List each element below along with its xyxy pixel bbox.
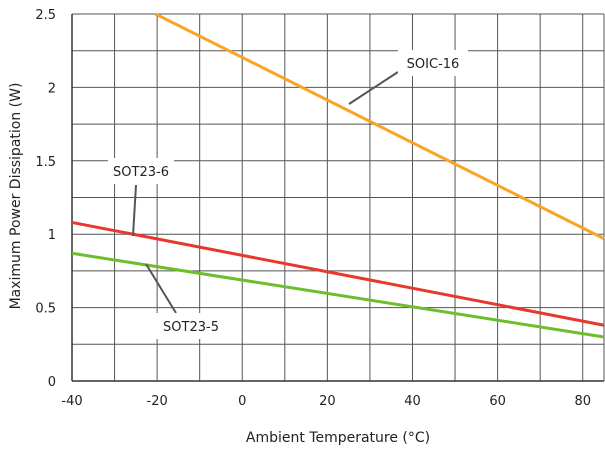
y-tick-label: 1.5 [35,155,56,170]
annotation-leader-sot23-5 [145,263,177,314]
x-tick-label: 80 [574,394,591,409]
series-line-sot23-6 [71,220,605,327]
annotation-label-sot23-5: SOT23-5 [163,320,219,335]
annotation-label-sot23-6: SOT23-6 [113,165,169,180]
x-tick-label: -40 [61,394,82,409]
series-line-soic-16 [154,12,605,240]
x-tick-label: 60 [489,394,506,409]
x-axis-label: Ambient Temperature (°C) [246,430,430,446]
y-axis-label: Maximum Power Dissipation (W) [8,83,24,310]
annotation-box-sot23-6 [108,158,174,184]
grid-lines [71,13,605,382]
y-tick-label: 1 [48,228,56,243]
y-tick-label: 2.5 [35,8,56,23]
annotation-box-sot23-5 [156,313,226,339]
annotation-soic-16: SOIC-16 [348,50,468,105]
annotation-label-soic-16: SOIC-16 [407,57,460,72]
annotations: SOIC-16 SOT23-6 SOT23-5 [108,50,468,339]
annotation-box-soic-16 [398,50,468,76]
series-line-sot23-5 [71,251,605,339]
x-tick-label: -20 [147,394,168,409]
y-tick-label: 0.5 [35,302,56,317]
x-tick-label: 20 [319,394,336,409]
x-tick-label: 40 [404,394,421,409]
x-tick-label: 0 [238,394,246,409]
tick-labels: -40 -20 0 20 40 60 80 0 0.5 1 1.5 2 2.5 [35,8,591,409]
annotation-sot23-6: SOT23-6 [108,158,174,237]
y-tick-label: 2 [48,81,56,96]
annotation-sot23-5: SOT23-5 [145,263,226,339]
series-lines [71,12,605,339]
annotation-leader-soic-16 [348,71,399,105]
annotation-leader-sot23-6 [132,184,137,237]
y-tick-label: 0 [48,375,56,390]
